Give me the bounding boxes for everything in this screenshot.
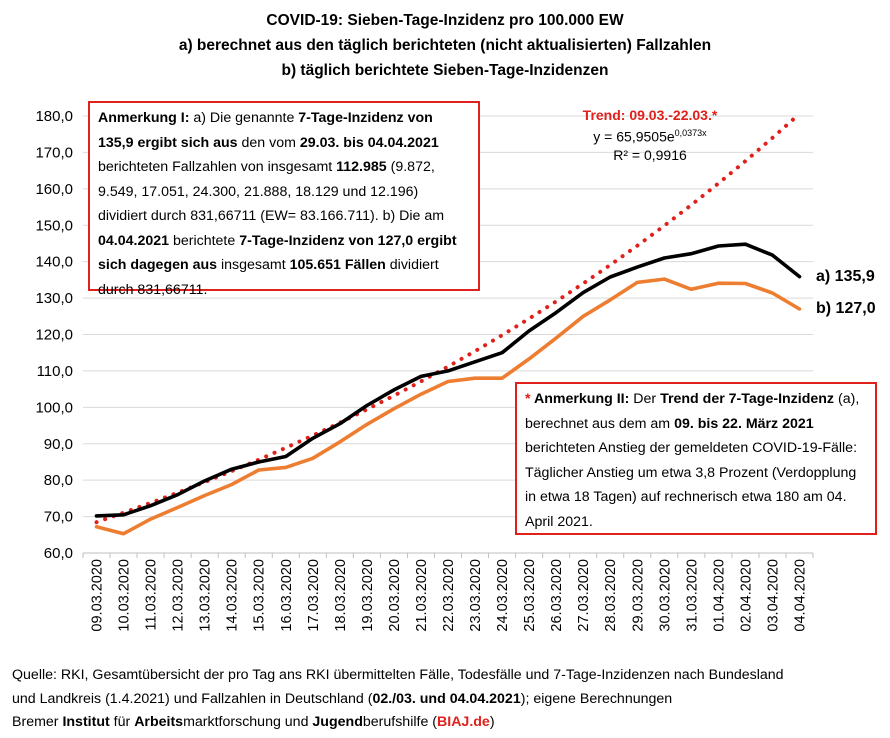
source-text: berufshilfe ( [362,714,437,730]
annotation-1-bold: 29.03. bis 04.04.2021 [299,134,439,151]
annotation-1-bold: 105.651 Fällen [289,257,386,273]
annotation-1-bold: 04.04.2021 [98,232,170,249]
x-tick-label: 17.03.2020 [306,559,322,632]
x-tick-label: 31.03.2020 [684,559,700,632]
y-tick-label: 110,0 [37,363,73,380]
trend-equation-base: y = 65,9505e [593,128,675,145]
x-tick-label: 12.03.2020 [171,559,187,632]
source-bold: 02./03. und 04.04.2021 [372,690,521,707]
y-tick-label: 60,0 [44,545,73,562]
x-tick-label: 09.03.2020 [90,559,106,632]
annotation-1-bold: 7-Tage-Inzidenz von 127,0 ergibt sich da… [98,232,457,274]
y-tick-label: 90,0 [44,436,73,453]
x-tick-label: 10.03.2020 [117,559,133,632]
x-tick-label: 01.04.2020 [711,559,727,632]
x-tick-label: 15.03.2020 [252,559,268,632]
x-tick-label: 23.03.2020 [468,559,484,632]
source-bold: Institut [62,714,110,730]
x-tick-label: 19.03.2020 [360,559,376,632]
source-note: Quelle: RKI, Gesamtübersicht der pro Tag… [12,664,784,735]
x-tick-label: 29.03.2020 [630,559,646,632]
trend-line [94,111,802,525]
y-tick-label: 170,0 [35,144,73,161]
annotation-1-bold: 112.985 [336,159,387,175]
trend-r-squared: R² = 0,9916 [613,146,687,163]
y-tick-label: 70,0 [44,509,73,526]
annotation-1-text: den vom [237,134,300,151]
trend-label: Trend: 09.03.-22.03.* y = 65,9505e0,0373… [560,106,740,164]
y-tick-label: 180,0 [35,108,73,125]
annotation-2-text: berichteten Anstieg der gemeldeten COVID… [525,440,858,530]
chart-title: COVID-19: Sieben-Tage-Inzidenz pro 100.0… [266,12,624,29]
end-label-a: a) 135,9 [816,268,875,285]
x-tick-label: 03.04.2020 [765,559,781,632]
annotation-1-prefix: Anmerkung I: [98,110,190,126]
y-tick-label: 150,0 [35,217,73,234]
annotation-1-text: berichteten Fallzahlen von insgesamt [98,159,337,175]
source-bold: Arbeits [134,714,184,730]
x-tick-label: 13.03.2020 [198,559,214,632]
x-tick-label: 30.03.2020 [657,559,673,632]
source-text: und Landkreis (1.4.2021) und Fallzahlen … [12,690,373,707]
annotation-box-1: Anmerkung I: a) Die genannte 7-Tage-Inzi… [88,101,480,298]
annotation-2-bold: 09. bis 22. März 2021 [674,415,814,432]
source-line-3: Bremer Institut für Arbeitsmarktforschun… [12,711,784,735]
annotation-1-text: insgesamt [217,257,290,273]
annotation-2-prefix: Anmerkung II: [530,391,630,407]
y-tick-label: 140,0 [35,254,73,271]
source-bold: Jugend [312,714,363,730]
y-tick-label: 80,0 [44,472,73,489]
annotation-1-text: berichtete [169,232,240,249]
source-text: ) [489,714,495,730]
y-tick-label: 120,0 [35,327,73,344]
chart-title-block: COVID-19: Sieben-Tage-Inzidenz pro 100.0… [0,8,890,83]
x-tick-label: 14.03.2020 [225,559,241,632]
y-tick-label: 130,0 [35,290,73,307]
series-b-line [94,277,802,536]
annotation-2-text: Der [629,391,661,407]
source-link[interactable]: BIAJ.de [437,714,490,730]
y-tick-label: 100,0 [35,399,73,416]
source-text: marktforschung und [183,714,313,730]
source-line-2: und Landkreis (1.4.2021) und Fallzahlen … [12,688,784,712]
x-tick-label: 25.03.2020 [522,559,538,632]
source-text: für [109,714,135,730]
chart-subtitle-b: b) täglich berichtete Sieben-Tage-Inzide… [281,62,609,79]
annotation-box-2: * Anmerkung II: Der Trend der 7-Tage-Inz… [515,382,877,535]
x-tick-label: 26.03.2020 [549,559,565,632]
trend-equation: y = 65,9505e0,0373x [560,124,740,146]
trend-equation-exponent: 0,0373x [674,128,707,138]
x-tick-label: 04.04.2020 [792,559,808,632]
end-label-b: b) 127,0 [816,300,876,317]
annotation-1-text: a) Die genannte [189,110,299,126]
source-line-1: Quelle: RKI, Gesamtübersicht der pro Tag… [12,667,784,683]
annotation-1-bold: 7-Tage-Inzidenz von 135,9 ergibt sich au… [98,110,433,151]
series-a-line [94,242,802,518]
x-tick-label: 18.03.2020 [333,559,349,632]
x-tick-label: 16.03.2020 [279,559,295,632]
annotation-1-text: (9.872, 9.549, 17.051, 24.300, 21.888, 1… [98,159,445,224]
x-tick-label: 28.03.2020 [603,559,619,632]
x-tick-label: 24.03.2020 [495,559,511,632]
source-text: Bremer [12,714,63,730]
x-tick-label: 20.03.2020 [387,559,403,632]
source-text: ); eigene Berechnungen [520,690,673,707]
x-tick-label: 02.04.2020 [738,559,754,632]
annotation-1-text: dividiert durch 831,66711. [98,257,439,298]
x-tick-label: 22.03.2020 [441,559,457,632]
annotation-2-star: * [525,391,531,407]
chart-subtitle-a: a) berechnet aus den täglich berichteten… [178,37,712,54]
x-tick-label: 11.03.2020 [144,559,160,631]
trend-title: Trend: 09.03.-22.03.* [582,107,718,123]
annotation-2-text: (a), berechnet aus dem am [525,391,860,432]
annotation-2-bold: Trend der 7-Tage-Inzidenz [660,391,835,407]
y-tick-label: 160,0 [35,181,73,198]
x-tick-label: 27.03.2020 [576,559,592,632]
x-tick-label: 21.03.2020 [414,559,430,632]
